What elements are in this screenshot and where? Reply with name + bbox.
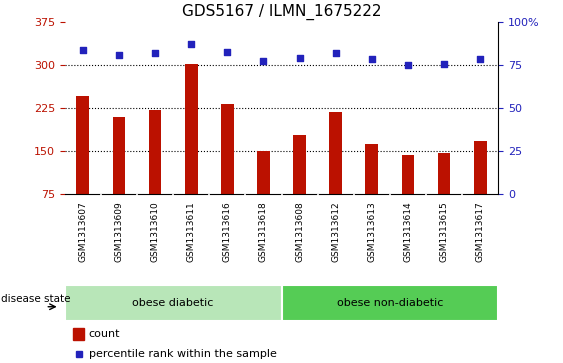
Point [114,52,123,57]
Bar [77,97,89,194]
Text: GSM1313610: GSM1313610 [150,201,159,262]
Bar [65,285,282,321]
Text: disease state: disease state [1,294,71,305]
Text: obese diabetic: obese diabetic [132,298,214,308]
Text: GSM1313612: GSM1313612 [331,201,340,262]
Bar [185,64,198,194]
Bar [329,112,342,194]
Text: obese non-diabetic: obese non-diabetic [337,298,443,308]
Bar [365,144,378,194]
Text: GSM1313618: GSM1313618 [259,201,268,262]
Text: GSM1313614: GSM1313614 [404,201,413,262]
Text: GSM1313608: GSM1313608 [295,201,304,262]
Bar [293,135,306,194]
Text: GSM1313607: GSM1313607 [78,201,87,262]
Text: GSM1313617: GSM1313617 [476,201,485,262]
Point [78,47,87,53]
Text: GSM1313615: GSM1313615 [440,201,449,262]
Text: count: count [88,329,120,339]
Bar [149,110,162,194]
Bar [73,327,84,340]
Text: GSM1313609: GSM1313609 [114,201,123,262]
Point [331,50,340,56]
Point [187,41,196,47]
Bar [282,285,498,321]
Bar [401,155,414,194]
Text: GSM1313616: GSM1313616 [223,201,232,262]
Point [295,55,304,61]
Point [259,58,268,64]
Point [150,50,159,56]
Point [476,56,485,61]
Point [367,56,376,62]
Bar [474,141,486,194]
Point [440,61,449,67]
Text: GSM1313611: GSM1313611 [187,201,196,262]
Point [223,49,232,55]
Text: GSM1313613: GSM1313613 [367,201,376,262]
Bar [221,104,234,194]
Title: GDS5167 / ILMN_1675222: GDS5167 / ILMN_1675222 [182,4,381,20]
Bar [438,153,450,194]
Point [404,62,413,68]
Bar [257,151,270,194]
Text: percentile rank within the sample: percentile rank within the sample [88,349,276,359]
Bar [113,117,125,194]
